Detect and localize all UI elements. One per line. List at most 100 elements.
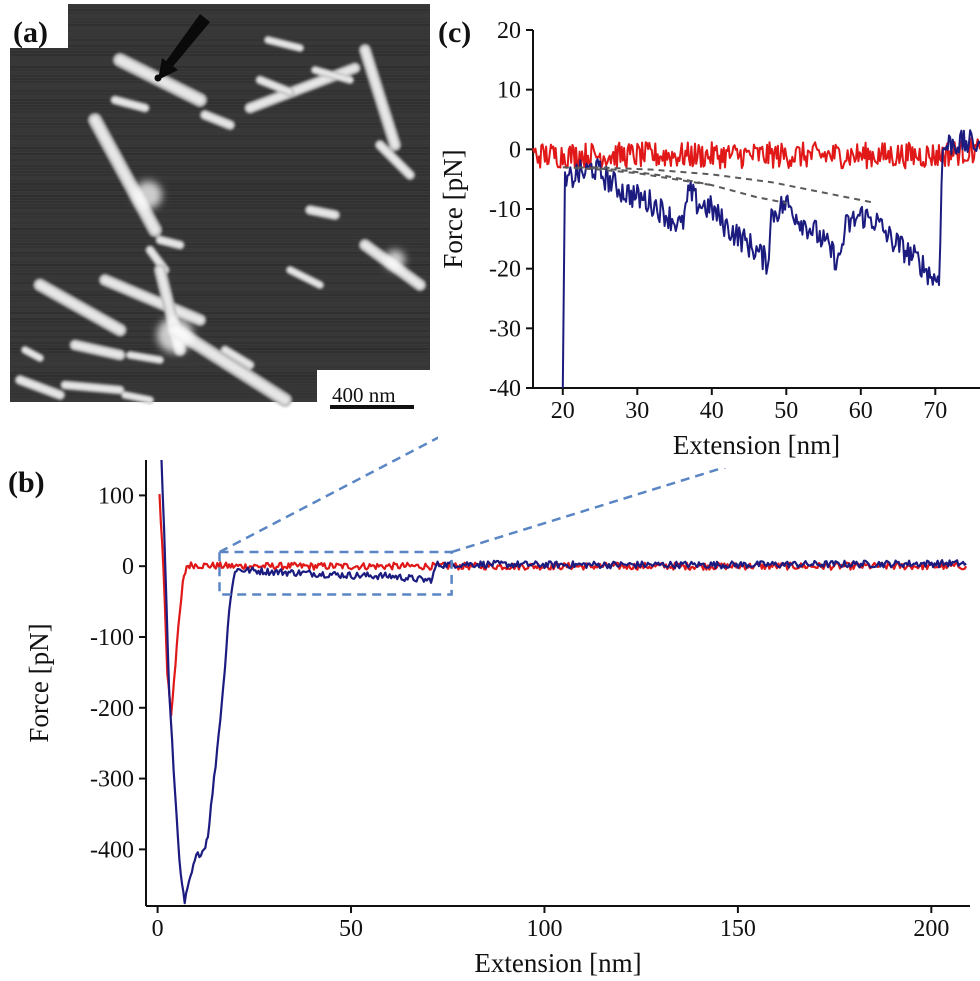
fiber-blob (157, 317, 193, 353)
scan-line (10, 333, 430, 335)
scan-line (10, 159, 430, 161)
fiber-blob (134, 181, 162, 209)
scan-line (10, 144, 430, 146)
scan-line (10, 249, 430, 251)
scan-line (10, 108, 430, 110)
scan-line (10, 18, 430, 20)
scan-line (10, 189, 430, 191)
scan-line (10, 36, 430, 38)
y-tick-label: 100 (98, 483, 134, 509)
scan-line (10, 21, 430, 23)
arrow-icon (154, 14, 210, 82)
fiber-core (287, 267, 323, 288)
scan-line (10, 336, 430, 338)
force-curve-chart-b: (b) 0 50 100 150 200 100 0 -100 -200 -300 -400 Ext… (8, 459, 970, 978)
series-line-blue (160, 459, 967, 905)
chart-c-y-axis-title: Force [pN] (438, 149, 468, 268)
chart-b-x-axis-title: Extension [nm] (474, 948, 641, 978)
chart-c-x-axis-title: Extension [nm] (673, 430, 840, 460)
scan-line (10, 171, 430, 173)
scan-line (10, 165, 430, 167)
scan-line (10, 12, 430, 14)
scan-line (10, 27, 430, 29)
x-tick-label: 70 (923, 398, 947, 424)
chart-b-axes: 0 50 100 150 200 100 0 -100 -200 -300 -400 (90, 460, 970, 942)
scan-line (10, 99, 430, 101)
fiber-core (62, 382, 123, 393)
scan-line (10, 384, 430, 386)
scan-line (10, 168, 430, 170)
scan-line (10, 390, 430, 392)
scan-line (10, 39, 430, 41)
fiber-core (171, 326, 289, 404)
scan-line (10, 225, 430, 227)
wlc-fit-line (577, 166, 787, 204)
scan-line (10, 378, 430, 380)
scan-line (10, 156, 430, 158)
zoom-indicator (218, 386, 980, 596)
scan-line (10, 399, 430, 401)
scan-line (10, 234, 430, 236)
scan-line (10, 45, 430, 47)
scan-line (10, 42, 430, 44)
scan-line (10, 96, 430, 98)
scan-line (10, 339, 430, 341)
scan-line (10, 279, 430, 281)
scan-line (10, 258, 430, 260)
scan-line (10, 222, 430, 224)
scan-line (10, 81, 430, 83)
x-tick-label: 50 (774, 398, 798, 424)
scan-line (10, 210, 430, 212)
scan-line (10, 63, 430, 65)
series-line-red (158, 494, 968, 717)
scan-line (10, 105, 430, 107)
x-tick-label: 0 (152, 916, 164, 942)
y-tick-label: -300 (90, 767, 134, 793)
scan-line (10, 324, 430, 326)
y-tick-label: -30 (489, 316, 521, 342)
scale-bar-background (317, 370, 430, 402)
afm-image-panel: 400 nm (a) (10, 4, 430, 409)
scan-line (10, 270, 430, 272)
scan-line (10, 33, 430, 35)
scan-line (10, 150, 430, 152)
panel-label-b: (b) (8, 466, 45, 499)
scan-line (10, 129, 430, 131)
scan-line (10, 69, 430, 71)
fiber-core (36, 281, 124, 334)
scan-line (10, 267, 430, 269)
scan-line (10, 132, 430, 134)
scan-line (10, 135, 430, 137)
panel-label-box (10, 4, 68, 48)
x-tick-label: 150 (720, 916, 756, 942)
fiber-core (112, 97, 148, 111)
fiber-core (307, 207, 338, 218)
scan-line (10, 78, 430, 80)
scan-line (10, 213, 430, 215)
scan-line (10, 87, 430, 89)
scan-line (10, 15, 430, 17)
scan-line (10, 393, 430, 395)
scan-line (10, 246, 430, 248)
fiber-core (122, 392, 153, 403)
scan-line (10, 72, 430, 74)
scan-line (10, 231, 430, 233)
x-tick-label: 60 (849, 398, 873, 424)
scan-line (10, 186, 430, 188)
y-tick-label: -40 (489, 376, 521, 402)
scan-line (10, 273, 430, 275)
fiber-core (202, 112, 233, 128)
scan-line (10, 348, 430, 350)
scan-line (10, 177, 430, 179)
y-tick-label: 0 (122, 554, 134, 580)
panel-label-a: (a) (13, 16, 48, 49)
scan-line (10, 303, 430, 305)
scan-line (10, 381, 430, 383)
fiber-core (222, 347, 253, 368)
fiber-core (265, 37, 303, 51)
fiber-core (101, 276, 204, 324)
scan-line (10, 315, 430, 317)
fiber-core (71, 341, 124, 359)
series-line-blue (561, 129, 980, 389)
